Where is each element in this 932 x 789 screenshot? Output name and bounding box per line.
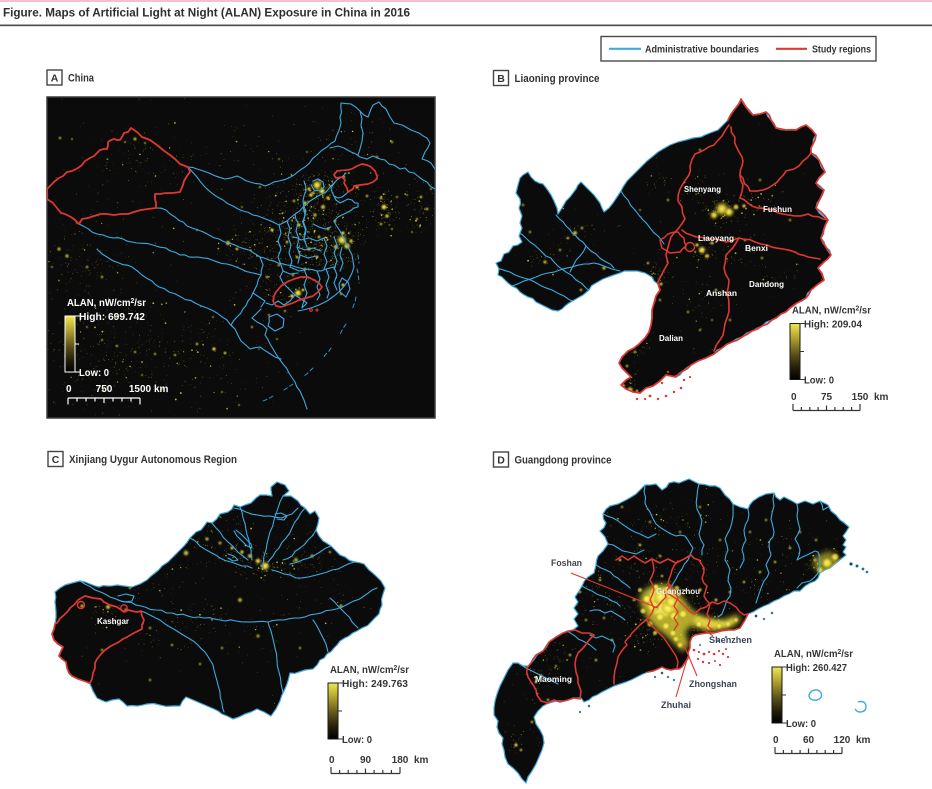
svg-text:Guangdong province: Guangdong province — [515, 455, 612, 467]
svg-text:0: 0 — [66, 384, 72, 395]
svg-text:km: km — [414, 755, 429, 766]
svg-text:High: 249.763: High: 249.763 — [342, 679, 408, 690]
svg-text:Low: 0: Low: 0 — [342, 735, 372, 746]
svg-text:A: A — [51, 73, 59, 85]
svg-text:ALAN, nW/cm2/sr: ALAN, nW/cm2/sr — [330, 665, 409, 676]
svg-text:180: 180 — [392, 755, 409, 766]
svg-text:km: km — [874, 392, 889, 403]
svg-text:750: 750 — [96, 384, 113, 395]
svg-text:90: 90 — [360, 755, 372, 766]
svg-text:150: 150 — [852, 392, 869, 403]
svg-text:0: 0 — [791, 392, 797, 403]
svg-text:Xinjiang Uygur Autonomous Regi: Xinjiang Uygur Autonomous Region — [69, 454, 237, 466]
svg-text:Figure. Maps of Artificial Lig: Figure. Maps of Artificial Light at Nigh… — [3, 8, 410, 20]
svg-text:Dandong: Dandong — [749, 279, 784, 289]
svg-text:Liaoyang: Liaoyang — [698, 233, 734, 243]
svg-text:ALAN, nW/cm2/sr: ALAN, nW/cm2/sr — [792, 306, 871, 317]
svg-text:D: D — [497, 455, 505, 467]
svg-text:Administrative boundaries: Administrative boundaries — [645, 44, 759, 56]
svg-text:B: B — [497, 73, 505, 85]
svg-text:China: China — [68, 73, 95, 85]
svg-text:Low: 0: Low: 0 — [804, 376, 834, 387]
svg-text:Kashgar: Kashgar — [97, 616, 130, 626]
svg-text:75: 75 — [821, 392, 833, 403]
svg-text:High: 209.04: High: 209.04 — [804, 320, 862, 331]
svg-text:Fushun: Fushun — [763, 204, 792, 214]
svg-text:High: 699.742: High: 699.742 — [79, 312, 145, 323]
svg-text:1500: 1500 — [129, 384, 152, 395]
svg-text:km: km — [154, 384, 169, 395]
svg-text:Benxi: Benxi — [745, 243, 768, 253]
svg-text:Low: 0: Low: 0 — [79, 368, 109, 379]
svg-text:C: C — [52, 454, 60, 466]
svg-text:Liaoning province: Liaoning province — [515, 73, 600, 85]
svg-text:0: 0 — [329, 755, 335, 766]
svg-text:Study regions: Study regions — [812, 44, 871, 56]
svg-text:Anshan: Anshan — [706, 288, 737, 298]
svg-text:ALAN, nW/cm2/sr: ALAN, nW/cm2/sr — [67, 298, 146, 309]
svg-text:Dalian: Dalian — [659, 333, 683, 343]
svg-text:Shenyang: Shenyang — [684, 184, 721, 194]
